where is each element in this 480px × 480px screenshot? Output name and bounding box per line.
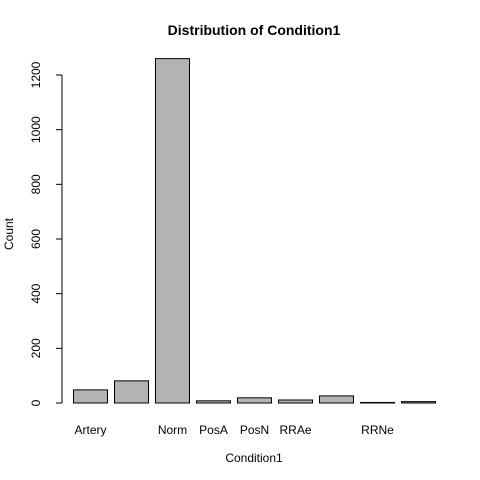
y-axis: 0 200 400 600 800 1000 1200 [29, 61, 63, 406]
bars-group [73, 58, 436, 404]
y-tick-label: 200 [29, 338, 43, 358]
y-tick-label: 0 [29, 399, 43, 406]
bar-artery [73, 389, 108, 404]
y-tick-label: 1200 [29, 61, 43, 88]
bar-posa [196, 400, 231, 404]
x-tick-label: PosA [199, 423, 228, 437]
bar-norm [155, 58, 190, 404]
y-axis-label: Count [2, 217, 16, 250]
bar-rrae [278, 399, 313, 404]
bar-feedr [114, 380, 149, 404]
x-tick-label: PosN [240, 423, 269, 437]
y-tick-label: 800 [29, 174, 43, 194]
chart-title: Distribution of Condition1 [168, 22, 341, 38]
y-tick-label: 1000 [29, 116, 43, 143]
y-tick-label: 400 [29, 283, 43, 303]
x-tick-label: RRAe [279, 423, 311, 437]
x-tick-label: RRNe [361, 423, 394, 437]
x-axis-tick-labels: Artery Norm PosA PosN RRAe RRNe [74, 423, 394, 437]
bar-rrnn [401, 401, 436, 404]
x-tick-label: Norm [158, 423, 187, 437]
x-axis-label: Condition1 [225, 451, 283, 465]
bar-rran [319, 395, 354, 404]
x-tick-label: Artery [74, 423, 106, 437]
y-tick-label: 600 [29, 229, 43, 249]
bar-posn [237, 397, 272, 404]
bar-rrne [360, 401, 395, 404]
